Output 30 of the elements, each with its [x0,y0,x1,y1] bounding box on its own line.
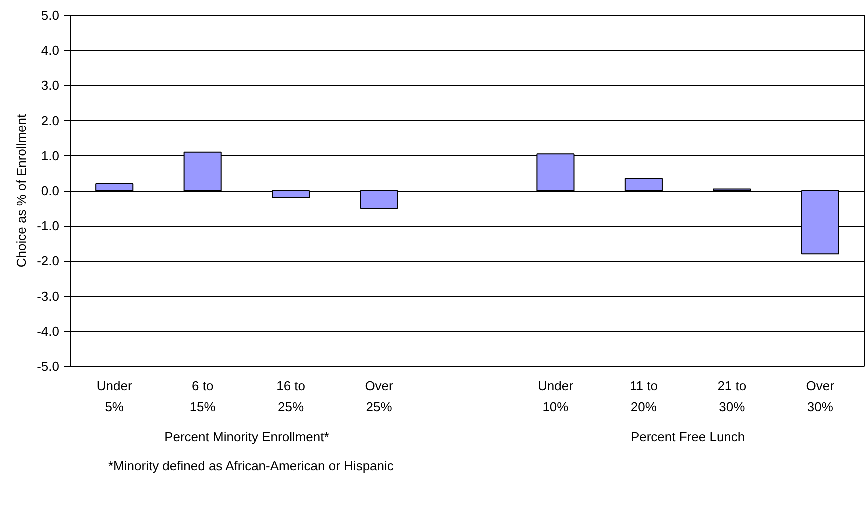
y-tick-label: 4.0 [41,43,60,58]
x-tick-label: 16 to 25% [276,378,306,414]
bar [184,152,222,192]
x-tick-label: 6 to 15% [190,378,216,414]
x-tick-label: Under 5% [96,378,133,414]
x-tick-label: 21 to 30% [718,378,747,414]
y-tick-label: 2.0 [41,113,60,128]
y-tick-label: 1.0 [41,148,60,164]
text: Percent Minority Enrollment* [164,430,330,444]
y-tick-label: 0.0 [41,184,60,198]
y-tick-label: -4.0 [37,324,60,339]
bar [96,183,134,192]
y-tick-label: 5.0 [41,8,60,23]
x-tick-label: Over 30% [806,378,836,414]
bar [360,190,398,210]
y-axis-title: Choice as % of Enrollment [14,114,30,268]
bar [624,178,663,192]
y-tick-label: 3.0 [41,78,60,94]
y-tick-label: -5.0 [37,359,60,374]
text: *Minority defined as African-American or Hispanic [108,458,394,474]
y-tick-label: -2.0 [37,254,60,269]
text: Percent Free Lunch [630,430,746,444]
y-tick-label: -3.0 [37,288,60,304]
bar [801,190,840,255]
bar [536,154,575,192]
x-tick-label: Under 10% [538,378,574,414]
y-tick-label: -1.0 [37,218,60,234]
x-tick-label: 11 to 20% [630,378,658,414]
x-tick-label: Over 25% [365,378,394,414]
bar [272,190,310,199]
